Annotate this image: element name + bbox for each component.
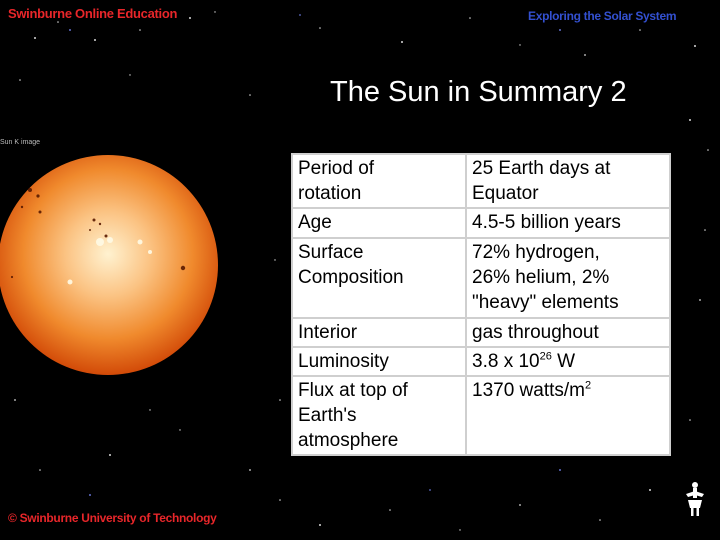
table-row: Age 4.5-5 billion years	[291, 207, 671, 239]
table-cell-property: Flux at top of Earth's atmosphere	[291, 375, 467, 456]
table-cell-value: 3.8 x 1026 W	[465, 346, 671, 377]
table-cell-value: gas throughout	[465, 317, 671, 348]
table-cell-property: Age	[291, 207, 467, 239]
table-cell-property: Period of rotation	[291, 153, 467, 209]
table-cell-value: 72% hydrogen, 26% helium, 2% "heavy" ele…	[465, 237, 671, 319]
table-row: Period of rotation 25 Earth days at Equa…	[291, 153, 671, 209]
table-row: Luminosity 3.8 x 1026 W	[291, 346, 671, 377]
table-cell-property: Luminosity	[291, 346, 467, 377]
luminosity-base: 3.8 x 10	[472, 351, 540, 372]
table-cell-value: 25 Earth days at Equator	[465, 153, 671, 209]
sun-image-label: Sun K image	[0, 139, 41, 146]
slide-title: The Sun in Summary 2	[330, 76, 627, 108]
sun-image	[0, 155, 218, 375]
table-cell-property: Interior	[291, 317, 467, 348]
table-cell-value: 4.5-5 billion years	[465, 207, 671, 239]
header-right-text: Exploring the Solar System	[528, 9, 677, 23]
table-cell-property: Surface Composition	[291, 237, 467, 319]
flux-exponent: 2	[585, 379, 592, 392]
flux-base: 1370 watts/m	[472, 380, 585, 401]
luminosity-exponent: 26	[539, 350, 552, 363]
header-left-text: Swinburne Online Education	[8, 6, 178, 21]
table-row: Interior gas throughout	[291, 317, 671, 348]
sun-summary-table: Period of rotation 25 Earth days at Equa…	[291, 153, 671, 456]
footer-copyright: © Swinburne University of Technology	[8, 511, 217, 525]
table-row: Surface Composition 72% hydrogen, 26% he…	[291, 237, 671, 319]
luminosity-unit: W	[551, 351, 576, 372]
table-row: Flux at top of Earth's atmosphere 1370 w…	[291, 375, 671, 456]
table-cell-value: 1370 watts/m2	[465, 375, 671, 456]
swinburne-logo-icon	[686, 482, 704, 516]
